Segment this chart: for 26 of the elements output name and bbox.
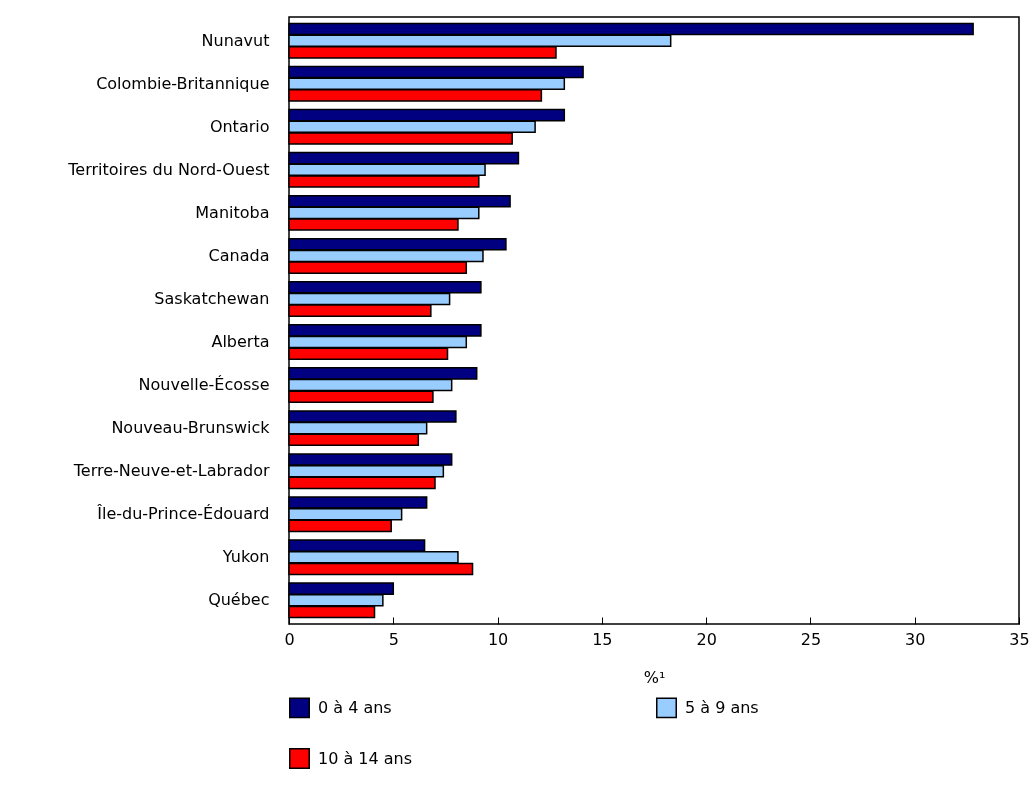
y-tick-label: Manitoba xyxy=(195,202,270,222)
y-tick-label: Québec xyxy=(208,590,270,610)
x-tick-label: 25 xyxy=(800,629,822,649)
y-tick-label: Alberta xyxy=(211,332,270,352)
y-tick-label: Territoires du Nord-Ouest xyxy=(67,159,270,179)
y-tick-label: Nouveau-Brunswick xyxy=(111,418,271,438)
y-tick-label: Canada xyxy=(208,245,270,265)
legend-label: 0 à 4 ans xyxy=(318,697,392,717)
x-axis-title: %¹ xyxy=(643,667,666,687)
x-tick-label: 0 xyxy=(284,629,295,649)
legend-label: 10 à 14 ans xyxy=(318,748,413,768)
x-tick-label: 15 xyxy=(592,629,613,649)
y-tick-label: Terre-Neuve-et-Labrador xyxy=(72,461,270,481)
y-tick-label: Saskatchewan xyxy=(154,288,270,308)
legend-label: 5 à 9 ans xyxy=(685,697,759,717)
x-tick-label: 35 xyxy=(1009,629,1030,649)
x-tick-label: 5 xyxy=(388,629,399,649)
x-tick-label: 10 xyxy=(487,629,509,649)
x-tick-label: 20 xyxy=(696,629,717,649)
y-tick-label: Nunavut xyxy=(201,30,270,50)
y-tick-label: Ontario xyxy=(209,116,270,136)
y-tick-label: Colombie-Britannique xyxy=(96,73,270,93)
y-tick-label: Yukon xyxy=(221,547,270,567)
x-tick-label: 30 xyxy=(905,629,926,649)
y-tick-label: Île-du-Prince-Édouard xyxy=(96,504,270,524)
y-tick-label: Nouvelle-Écosse xyxy=(138,375,270,395)
